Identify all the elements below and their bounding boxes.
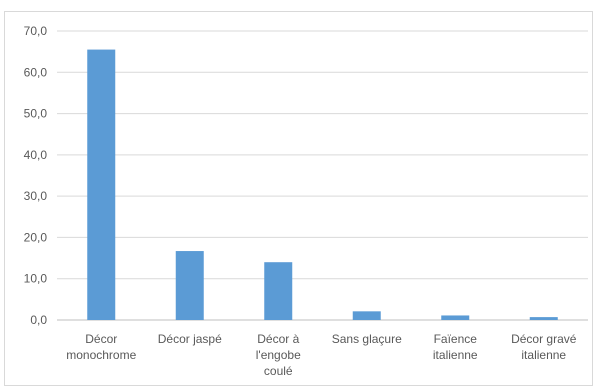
x-category-label: Décor gravé xyxy=(511,332,577,346)
x-category-label: italienne xyxy=(433,348,478,362)
x-category-label: Sans glaçure xyxy=(332,332,402,346)
y-tick-label: 60,0 xyxy=(24,65,48,79)
y-tick-label: 0,0 xyxy=(30,313,47,327)
x-category-label: monochrome xyxy=(66,348,136,362)
bar xyxy=(264,262,293,320)
y-tick-label: 40,0 xyxy=(24,148,48,162)
x-category-label: Décor jaspé xyxy=(158,332,222,346)
x-category-label: coulé xyxy=(264,364,293,378)
x-category-label: italienne xyxy=(521,348,566,362)
y-tick-label: 20,0 xyxy=(24,230,48,244)
x-category-label: l'engobe xyxy=(256,348,301,362)
y-tick-label: 10,0 xyxy=(24,272,48,286)
bar xyxy=(529,317,558,320)
bar xyxy=(87,49,116,320)
bar xyxy=(175,251,204,320)
x-category-label: Faïence xyxy=(434,332,478,346)
x-category-label: Décor à xyxy=(257,332,299,346)
y-tick-label: 50,0 xyxy=(24,107,48,121)
y-tick-label: 30,0 xyxy=(24,189,48,203)
y-tick-label: 70,0 xyxy=(24,24,48,38)
bar xyxy=(441,315,470,320)
x-category-label: Décor xyxy=(85,332,117,346)
bar xyxy=(352,311,381,320)
